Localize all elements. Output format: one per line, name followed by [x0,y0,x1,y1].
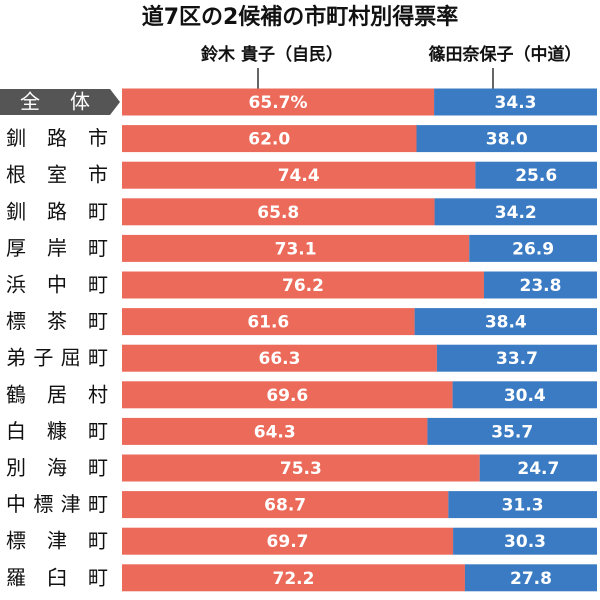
bar-segment [122,161,476,189]
value-label: 25.6 [515,166,557,186]
bar-segment [122,527,454,555]
value-label: 27.8 [510,569,552,589]
bar-segment [434,88,597,116]
value-label: 73.1 [275,239,317,259]
chart-title: 道7区の2候補の市町村別得票率 [142,4,459,30]
value-label: 35.7 [491,422,533,442]
bar-segment [475,161,597,189]
bar-segment [122,491,449,519]
category-label: 厚岸町 [6,236,108,260]
category-label: 根室市 [6,163,108,187]
bar-segment [469,234,597,262]
bar-segment [434,198,597,226]
bar-segment [436,344,597,372]
value-label: 23.8 [519,276,561,296]
value-label: 62.0 [248,130,290,150]
value-label: 65.7% [249,93,308,113]
bar-segment [479,454,597,482]
value-label: 76.2 [282,276,324,296]
bar-segment [122,125,417,153]
bar-segment [483,271,597,299]
value-label: 72.2 [272,569,314,589]
category-label: 羅臼町 [6,565,108,589]
value-label: 64.3 [254,422,296,442]
bar-segment [122,234,470,262]
value-label: 34.2 [495,203,537,223]
value-label: 30.3 [504,532,546,552]
category-label: 釧路町 [6,199,108,223]
value-label: 24.7 [517,459,559,479]
category-label: 釧路市 [6,126,108,150]
category-label: 鶴居村 [6,382,108,406]
category-label: 弟子屈町 [6,346,108,370]
category-label: 標茶町 [6,309,108,333]
value-label: 68.7 [264,496,306,516]
bar-segment [122,344,437,372]
value-label: 38.0 [486,130,528,150]
bar-segment [122,198,435,226]
bar-segment [122,271,484,299]
value-label: 65.8 [257,203,299,223]
value-label: 38.4 [485,313,527,333]
bar-segment [122,308,415,336]
bar-segment [427,417,597,445]
bar-segment [453,527,597,555]
value-label: 74.4 [278,166,320,186]
value-label: 26.9 [512,239,554,259]
value-label: 66.3 [258,349,300,369]
bar-segment [452,381,597,409]
value-label: 30.4 [504,386,546,406]
value-label: 34.3 [495,93,537,113]
category-label: 中標津町 [6,492,108,516]
bar-segment [122,454,480,482]
bar-segment [122,381,453,409]
value-label: 69.7 [267,532,309,552]
bar-segment [122,564,465,592]
value-label: 31.3 [502,496,544,516]
value-label: 61.6 [247,313,289,333]
legend-label: 篠田奈保子（中道） [429,44,582,65]
bar-segment [416,125,597,153]
value-label: 33.7 [496,349,538,369]
bar-segment [122,417,428,445]
bar-segment [414,308,597,336]
category-label: 白糠町 [6,419,108,443]
category-label: 別海町 [6,456,108,480]
bar-segment [448,491,597,519]
bar-segment [464,564,597,592]
category-label: 浜中町 [6,273,108,297]
legend-label: 鈴木 貴子（自民） [201,44,343,65]
bar-segment [122,88,435,116]
value-label: 75.3 [280,459,322,479]
value-label: 69.6 [266,386,308,406]
category-label: 標津町 [6,529,108,553]
highlight-tag [0,89,120,115]
